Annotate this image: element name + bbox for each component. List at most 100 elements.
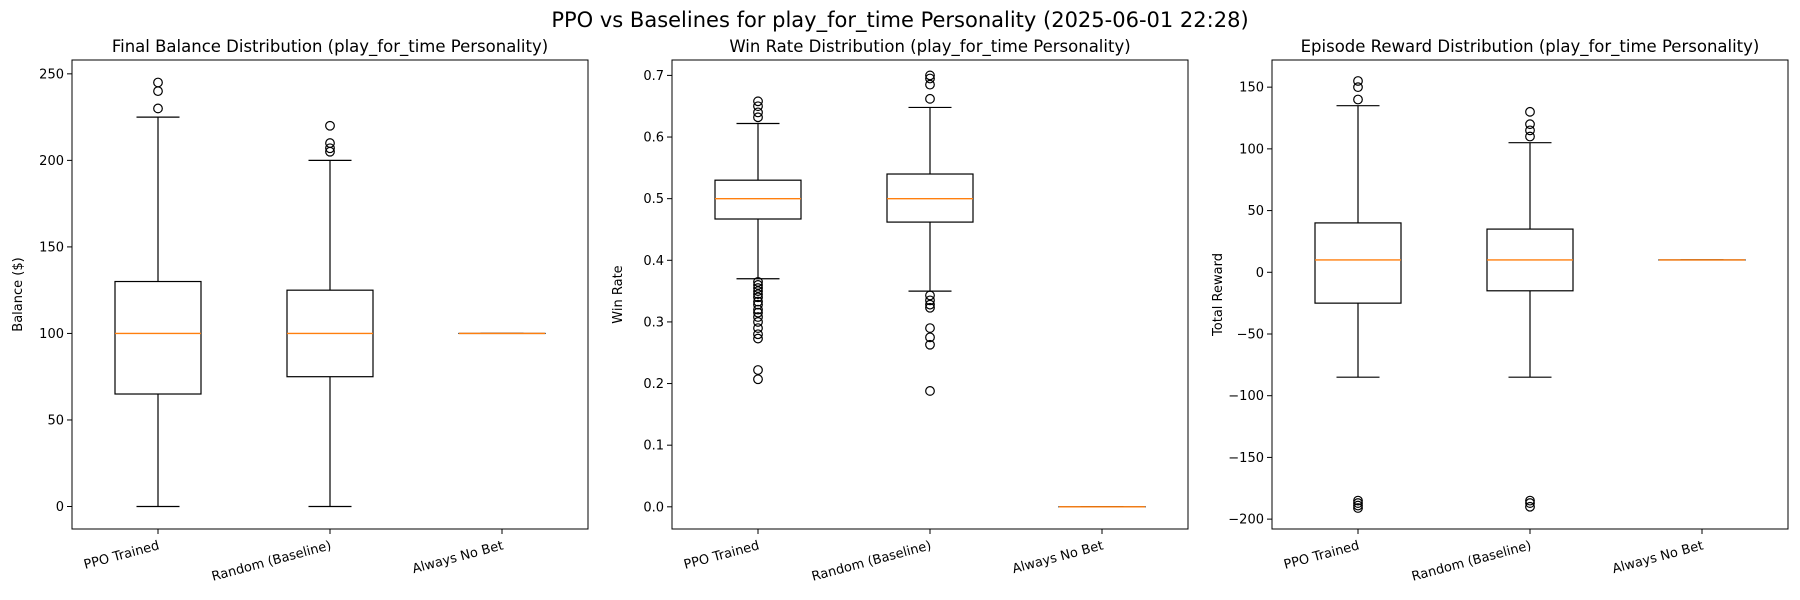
y-tick-label: 0.7 xyxy=(643,69,664,84)
outlier-point xyxy=(325,138,335,148)
y-tick-label: 0.4 xyxy=(643,254,664,269)
outlier-point xyxy=(925,73,935,84)
y-axis-label: Balance ($) xyxy=(11,257,26,331)
y-tick-label: 100 xyxy=(1239,142,1264,157)
outlier-point xyxy=(925,302,935,313)
axes-frame xyxy=(671,59,1189,530)
y-axis-label: Total Reward xyxy=(1211,253,1226,337)
outlier-point xyxy=(1353,503,1363,513)
y-tick-label: −100 xyxy=(1228,389,1264,404)
y-tick-label: 0.0 xyxy=(643,500,664,515)
outlier-point xyxy=(1525,106,1535,117)
y-axis-label: Win Rate xyxy=(611,265,626,323)
outlier-point xyxy=(753,296,763,307)
outlier-point xyxy=(925,386,935,396)
subplot-3: Episode Reward Distribution (play_for_ti… xyxy=(1211,37,1789,585)
outlier-point xyxy=(753,286,763,297)
outlier-point xyxy=(753,283,763,293)
outlier-point xyxy=(753,107,763,118)
axes-frame xyxy=(71,59,589,530)
figure-title: PPO vs Baselines for play_for_time Perso… xyxy=(551,8,1248,33)
y-tick-label: 100 xyxy=(39,327,64,342)
outlier-point xyxy=(753,374,763,385)
y-tick-label: 150 xyxy=(39,240,64,255)
outlier-point xyxy=(1525,131,1535,142)
outlier-point xyxy=(1525,119,1535,130)
y-tick-label: 50 xyxy=(47,413,64,428)
box-1 xyxy=(114,77,202,508)
x-tick-label: PPO Trained xyxy=(82,538,161,573)
x-tick-label: Random (Baseline) xyxy=(810,538,933,584)
y-tick-label: 0 xyxy=(1256,266,1264,281)
outlier-point xyxy=(753,280,763,290)
box-2 xyxy=(1486,106,1574,512)
outlier-point xyxy=(925,299,935,310)
outlier-point xyxy=(925,323,935,333)
outlier-point xyxy=(753,312,763,322)
outlier-point xyxy=(1525,495,1535,506)
y-tick-label: 200 xyxy=(39,154,64,169)
outlier-point xyxy=(1353,498,1363,508)
x-tick-label: PPO Trained xyxy=(1282,538,1361,573)
outlier-point xyxy=(1525,125,1535,136)
outlier-point xyxy=(753,292,763,303)
y-tick-label: 0.6 xyxy=(643,131,664,146)
subplot-title: Episode Reward Distribution (play_for_ti… xyxy=(1301,37,1760,57)
subplot-2: Win Rate Distribution (play_for_time Per… xyxy=(611,37,1189,585)
outlier-point xyxy=(925,79,935,90)
outlier-point xyxy=(753,276,763,287)
outlier-point xyxy=(1353,82,1363,93)
outlier-point xyxy=(153,103,163,114)
y-tick-label: 0.2 xyxy=(643,377,664,392)
box-2 xyxy=(286,120,374,508)
y-tick-label: −200 xyxy=(1228,513,1264,528)
subplot-1: Final Balance Distribution (play_for_tim… xyxy=(11,37,589,585)
outlier-point xyxy=(1353,495,1363,506)
outlier-point xyxy=(325,143,335,154)
outlier-point xyxy=(1525,501,1535,512)
subplots: Final Balance Distribution (play_for_tim… xyxy=(11,37,1789,585)
outlier-point xyxy=(925,290,935,301)
x-tick-label: Random (Baseline) xyxy=(1410,538,1533,584)
outlier-point xyxy=(925,332,935,343)
x-tick-label: Always No Bet xyxy=(1011,538,1105,577)
x-tick-label: PPO Trained xyxy=(682,538,761,573)
outlier-point xyxy=(753,112,763,123)
y-tick-label: 0.5 xyxy=(643,192,664,207)
outlier-point xyxy=(753,333,763,344)
y-tick-label: 0.3 xyxy=(643,315,664,330)
outlier-point xyxy=(753,101,763,112)
outlier-point xyxy=(153,77,163,88)
outlier-point xyxy=(753,365,763,375)
y-tick-label: 50 xyxy=(1247,204,1264,219)
y-tick-label: 0 xyxy=(56,500,64,515)
y-tick-label: −150 xyxy=(1228,451,1264,466)
y-tick-label: −50 xyxy=(1237,327,1264,342)
y-tick-label: 0.1 xyxy=(643,439,664,454)
outlier-point xyxy=(1353,500,1363,511)
subplot-title: Final Balance Distribution (play_for_tim… xyxy=(112,37,548,57)
outlier-point xyxy=(925,339,935,350)
subplot-title: Win Rate Distribution (play_for_time Per… xyxy=(729,37,1130,57)
outlier-point xyxy=(753,299,763,310)
outlier-point xyxy=(753,289,763,300)
outlier-point xyxy=(1353,94,1363,105)
iqr-box xyxy=(714,179,802,220)
outlier-point xyxy=(925,295,935,306)
x-tick-label: Always No Bet xyxy=(411,538,505,577)
box-2 xyxy=(886,70,974,396)
box-1 xyxy=(714,96,802,385)
outlier-point xyxy=(1353,76,1363,86)
outlier-point xyxy=(753,96,763,107)
y-tick-label: 250 xyxy=(39,67,64,82)
outlier-point xyxy=(925,70,935,81)
outlier-point xyxy=(753,329,763,340)
outlier-point xyxy=(153,86,163,97)
x-tick-label: Random (Baseline) xyxy=(210,538,333,584)
outlier-point xyxy=(325,120,335,131)
y-tick-label: 150 xyxy=(1239,81,1264,96)
outlier-point xyxy=(753,317,763,327)
outlier-point xyxy=(753,323,763,333)
outlier-point xyxy=(1525,498,1535,508)
